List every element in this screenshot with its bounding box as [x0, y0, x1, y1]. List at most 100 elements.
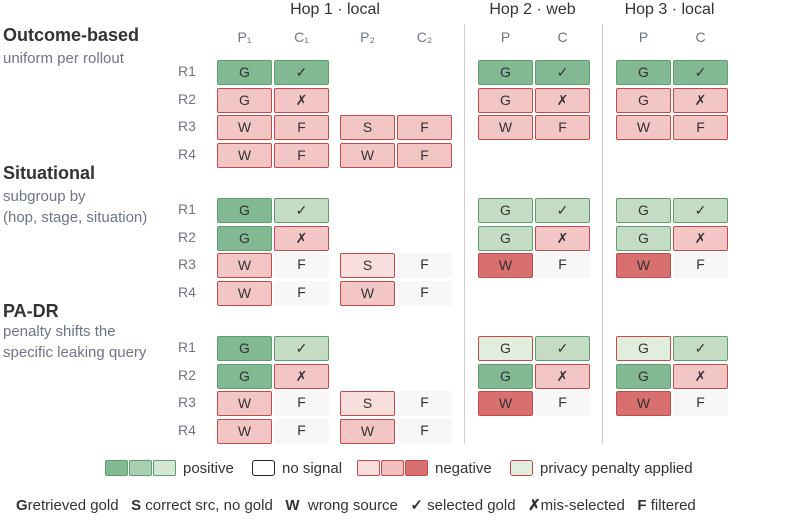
grid-cell: F [274, 143, 329, 168]
key-text-f: filtered [650, 497, 696, 514]
row-label: R2 [178, 367, 196, 383]
row-label: R3 [178, 256, 196, 272]
hop-separator-2 [602, 24, 603, 444]
grid-cell: F [274, 419, 329, 444]
grid-cell: ✗ [673, 364, 728, 389]
grid-cell: G [217, 88, 272, 113]
key-sym-f: F [637, 497, 647, 514]
grid-cell: W [478, 253, 533, 278]
legend-negative-label: negative [435, 460, 492, 477]
key-text-w: wrong source [307, 497, 398, 514]
legend-negative-swatch-3 [405, 460, 428, 476]
legend-negative-swatch-2 [381, 460, 404, 476]
grid-cell: G [217, 226, 272, 251]
legend-negative-swatch-1 [357, 460, 380, 476]
legend-positive-swatch-2 [129, 460, 152, 476]
grid-cell: W [340, 281, 395, 306]
grid-cell: W [217, 419, 272, 444]
grid-cell: ✗ [673, 88, 728, 113]
grid-cell: F [397, 281, 452, 306]
grid-cell: ✗ [274, 226, 329, 251]
grid-cell: S [340, 253, 395, 278]
grid-cell: F [274, 391, 329, 416]
grid-cell: G [616, 336, 671, 361]
legend-penalty-swatch [510, 460, 533, 476]
grid-cell: W [340, 419, 395, 444]
grid-cell: G [478, 88, 533, 113]
grid-cell: ✓ [535, 198, 590, 223]
grid-cell: W [478, 391, 533, 416]
grid-cell: ✓ [673, 60, 728, 85]
grid-cell: F [535, 115, 590, 140]
grid-cell: G [478, 364, 533, 389]
legend-positive-swatch-1 [105, 460, 128, 476]
grid-cell: W [616, 253, 671, 278]
legend-positive-label: positive [183, 460, 234, 477]
grid-cell: F [673, 391, 728, 416]
grid-cell: G [616, 364, 671, 389]
hop-separator-1 [464, 24, 465, 444]
col-header-hop3-c: C [695, 29, 706, 45]
grid-cell: F [673, 115, 728, 140]
section-title-outcome: Outcome-based [3, 25, 140, 45]
col-header-hop3-p: P [638, 29, 649, 45]
key-sym-check: ✓ [410, 497, 423, 514]
grid-cell: G [616, 198, 671, 223]
grid-cell: W [616, 391, 671, 416]
hop-header-2: Hop 2 · web [489, 1, 576, 18]
row-label: R3 [178, 394, 196, 410]
key-sym-s: S [131, 497, 142, 514]
grid-cell: G [616, 88, 671, 113]
grid-cell: ✓ [673, 198, 728, 223]
section-title-padr: PA-DR [3, 301, 59, 321]
symbol-key: Gretrieved gold S correct src, no gold W… [16, 496, 696, 514]
grid-cell: F [274, 253, 329, 278]
grid-cell: W [478, 115, 533, 140]
grid-cell: G [478, 336, 533, 361]
grid-cell: F [673, 253, 728, 278]
key-sym-w: W [285, 497, 300, 514]
key-text-cross: mis-selected [540, 497, 625, 514]
grid-cell: G [616, 226, 671, 251]
grid-cell: ✗ [535, 364, 590, 389]
legend-penalty-label: privacy penalty applied [540, 460, 693, 477]
row-label: R4 [178, 422, 196, 438]
legend-positive-swatch-3 [153, 460, 176, 476]
legend-no-signal-swatch [252, 460, 275, 476]
grid-cell: S [340, 115, 395, 140]
grid-cell: ✗ [274, 88, 329, 113]
grid-cell: W [340, 143, 395, 168]
grid-cell: ✗ [673, 226, 728, 251]
grid-cell: ✓ [274, 336, 329, 361]
grid-cell: F [397, 391, 452, 416]
grid-cell: F [397, 115, 452, 140]
grid-cell: ✗ [274, 364, 329, 389]
key-sym-cross: ✗ [528, 497, 541, 514]
section-subtitle-outcome: uniform per rollout [3, 50, 124, 67]
col-header-hop2-c: C [557, 29, 568, 45]
grid-cell: W [616, 115, 671, 140]
key-text-s: correct src, no gold [145, 497, 273, 514]
grid-cell: G [217, 364, 272, 389]
grid-cell: ✓ [274, 198, 329, 223]
section-subtitle-situational-1: subgroup by [3, 188, 86, 205]
key-text-g: retrieved gold [27, 497, 119, 514]
row-label: R1 [178, 63, 196, 79]
grid-cell: G [217, 198, 272, 223]
grid-cell: G [478, 226, 533, 251]
col-header-hop2-p: P [500, 29, 511, 45]
grid-cell: ✓ [535, 336, 590, 361]
grid-cell: G [478, 198, 533, 223]
key-sym-g: G [16, 497, 28, 514]
grid-cell: W [217, 391, 272, 416]
grid-cell: G [217, 60, 272, 85]
grid-cell: F [397, 143, 452, 168]
grid-cell: S [340, 391, 395, 416]
col-header-p1: P₁ [237, 29, 252, 45]
hop-header-1: Hop 1 · local [290, 1, 380, 18]
grid-cell: F [397, 253, 452, 278]
grid-cell: ✓ [535, 60, 590, 85]
grid-cell: W [217, 143, 272, 168]
grid-cell: G [478, 60, 533, 85]
row-label: R4 [178, 146, 196, 162]
